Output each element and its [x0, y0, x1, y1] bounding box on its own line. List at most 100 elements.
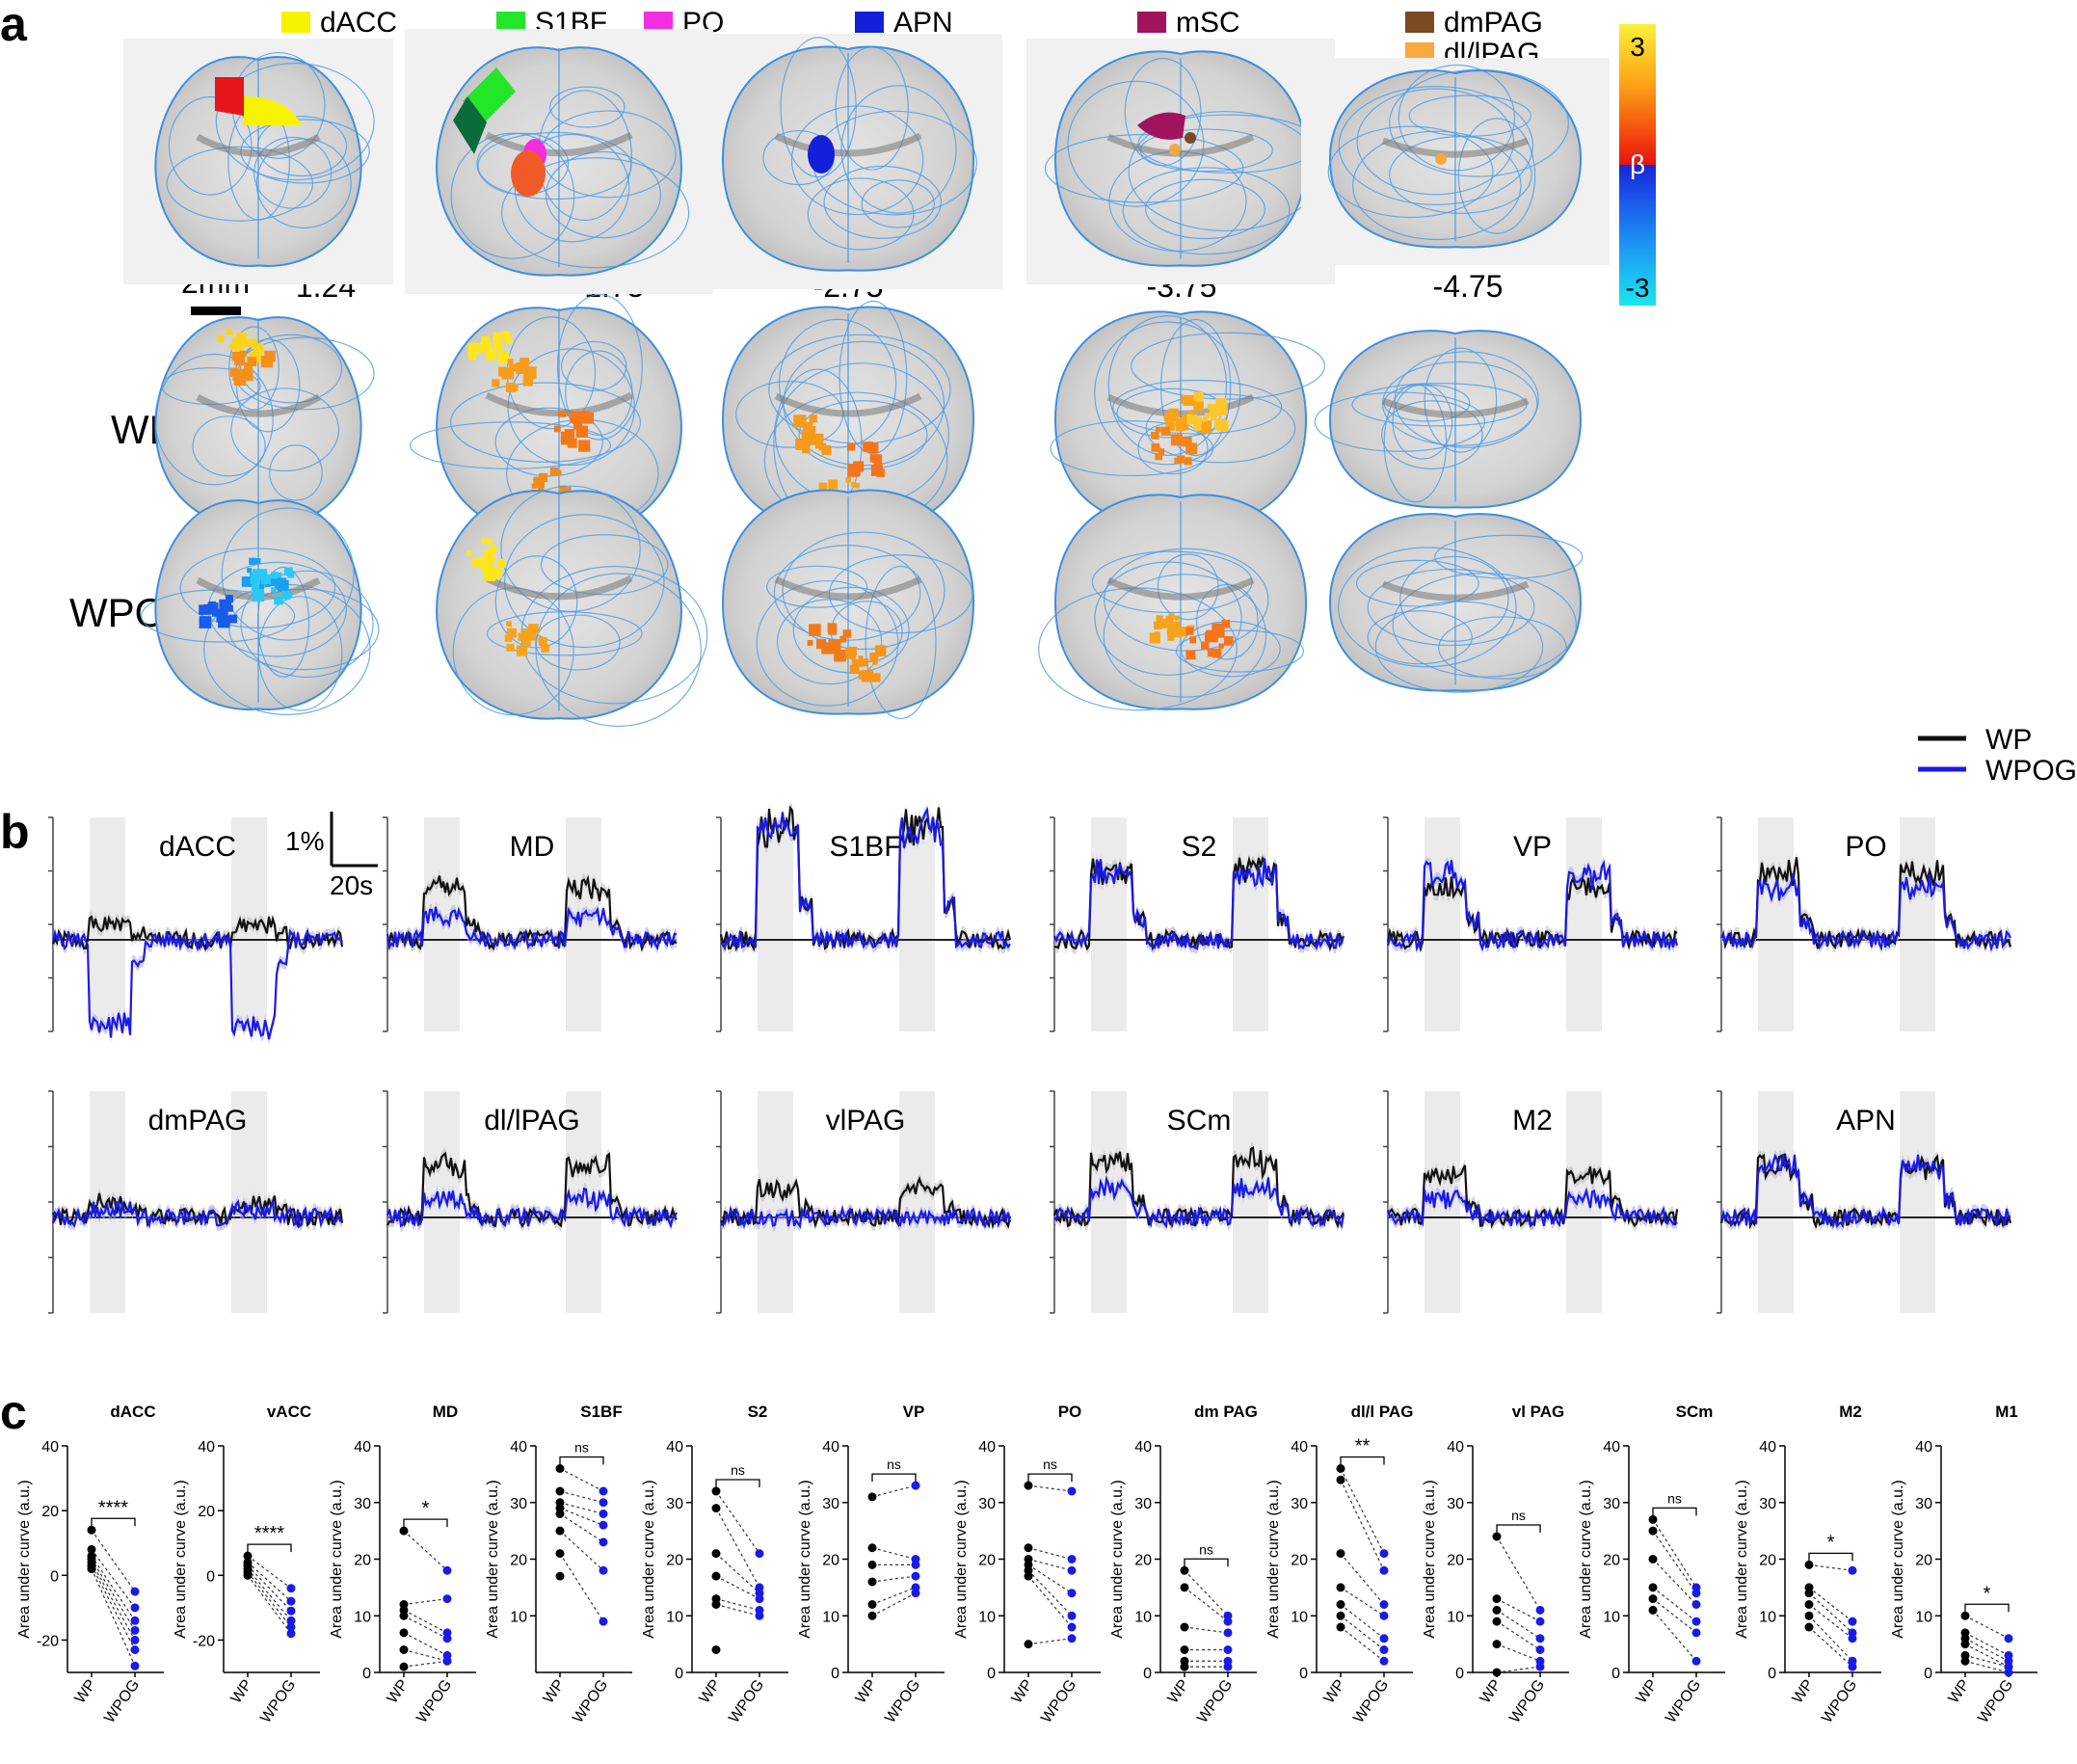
auc-y-tick-label: 40	[822, 1439, 839, 1456]
auc-panel: vl PAG Area under curve (a.u.) 0 10 20 30 40 WP…	[1422, 1403, 1569, 1726]
auc-panel-title: vACC	[267, 1403, 311, 1421]
wpog-point	[1691, 1600, 1701, 1609]
activation-voxel	[829, 639, 841, 652]
pair-connector	[91, 1529, 136, 1592]
wpog-trace	[720, 806, 1011, 952]
activation-voxel	[1154, 621, 1162, 629]
pair-connector	[1027, 1575, 1073, 1628]
activation-voxel	[851, 482, 857, 488]
pair-connector	[403, 1598, 448, 1606]
atlas-boundary	[535, 573, 702, 728]
activation-voxel	[506, 628, 517, 638]
activation-voxel	[828, 479, 839, 490]
activation-voxel	[226, 595, 234, 603]
activation-voxel	[507, 386, 513, 391]
wpog-point	[1535, 1617, 1545, 1626]
auc-y-tick-label: 40	[41, 1439, 59, 1456]
auc-panel-title: PO	[1058, 1403, 1082, 1421]
activation-voxel	[1185, 442, 1198, 455]
stimulus-period-shade	[1900, 817, 1935, 1031]
atlas-boundary	[1122, 167, 1291, 255]
activation-voxel	[845, 477, 851, 483]
activation-voxel	[249, 557, 256, 565]
region-label: vlPAG	[826, 1105, 906, 1136]
activation-voxel	[241, 369, 253, 382]
activation-voxel	[873, 457, 883, 466]
wp-point	[711, 1571, 721, 1581]
atlas-boundary	[230, 388, 340, 472]
pair-connector	[1340, 1553, 1385, 1605]
significance-bracket	[1027, 1473, 1073, 1483]
activation-voxel	[557, 410, 563, 416]
activation-voxel	[492, 379, 500, 388]
auc-x-tick-label: WPOG	[726, 1677, 767, 1726]
wpog-point	[911, 1589, 920, 1598]
atlas-boundary	[1399, 555, 1509, 642]
wpog-point	[599, 1520, 608, 1530]
pair-connector	[1652, 1559, 1697, 1605]
auc-x-tick-label: WPOG	[1975, 1677, 2016, 1726]
colorbar-min-label: -3	[1626, 273, 1650, 303]
activation-voxel	[1159, 618, 1170, 628]
activation-voxel	[814, 433, 824, 442]
activation-voxel	[483, 556, 490, 563]
activation-voxel	[553, 425, 561, 433]
activation-voxel	[869, 653, 878, 661]
wp-point	[555, 1464, 565, 1473]
atlas-boundary	[1434, 534, 1584, 579]
auc-y-tick-label: 20	[1134, 1553, 1152, 1569]
trace-panel: M2	[1383, 1090, 1679, 1314]
activation-voxel	[1156, 615, 1163, 623]
atlas-boundary	[1367, 568, 1535, 647]
wp-point	[1180, 1622, 1189, 1632]
activation-voxel	[271, 572, 279, 579]
activation-voxel	[1217, 420, 1229, 432]
auc-y-tick-label: 30	[1447, 1496, 1464, 1512]
wp-point	[399, 1526, 409, 1536]
activation-voxel	[484, 569, 496, 581]
atlas-boundary	[1103, 574, 1267, 698]
wpog-point	[2004, 1668, 2013, 1677]
legend-swatch-msc	[1137, 12, 1166, 33]
auc-y-axis-label: Area under curve (a.u.)	[1109, 1480, 1126, 1639]
wpog-point	[1691, 1628, 1701, 1638]
pair-connector	[1184, 1569, 1229, 1617]
legend-swatch-apn	[855, 12, 884, 33]
activation-voxel	[1185, 650, 1196, 660]
pair-connector	[91, 1549, 136, 1609]
wp-point	[1180, 1565, 1189, 1575]
stimulus-period-shade	[1233, 817, 1268, 1031]
wp-point	[1804, 1560, 1814, 1569]
wpog-point	[599, 1565, 608, 1575]
brain-section	[1050, 310, 1326, 527]
auc-panel-title: vl PAG	[1512, 1403, 1564, 1421]
atlas-boundary	[240, 570, 374, 679]
pair-connector	[1027, 1638, 1073, 1645]
panel-a: a dACC M2 S1BF S2 PO VP APN mSC dmPAG dl…	[0, 0, 1656, 728]
auc-y-tick-label: 40	[1291, 1439, 1308, 1456]
auc-y-tick-label: 10	[1134, 1609, 1152, 1625]
activation-voxel	[871, 673, 881, 682]
activation-voxel	[493, 343, 500, 350]
trace-panel: vlPAG	[716, 1090, 1012, 1314]
wp-point	[1804, 1589, 1814, 1598]
atlas-boundary	[1160, 318, 1232, 457]
auc-y-tick-label: 30	[1603, 1496, 1620, 1512]
wp-point	[87, 1564, 96, 1574]
region-dllpag	[1169, 144, 1181, 155]
pair-connector	[1808, 1604, 1853, 1640]
pair-connector	[1340, 1587, 1385, 1617]
wpog-point	[286, 1629, 296, 1639]
auc-y-tick-label: 10	[510, 1609, 527, 1625]
activation-voxel	[481, 335, 491, 345]
activation-voxel	[492, 568, 503, 579]
wpog-point	[1691, 1617, 1701, 1626]
activation-voxel	[799, 414, 807, 422]
atlas-boundary	[766, 565, 868, 608]
pair-connector	[91, 1559, 136, 1631]
wp-point	[1492, 1532, 1502, 1541]
activation-voxel	[523, 366, 537, 380]
activation-voxel	[578, 440, 591, 452]
activation-voxel	[1151, 432, 1158, 439]
auc-panel-title: M2	[1839, 1403, 1862, 1421]
